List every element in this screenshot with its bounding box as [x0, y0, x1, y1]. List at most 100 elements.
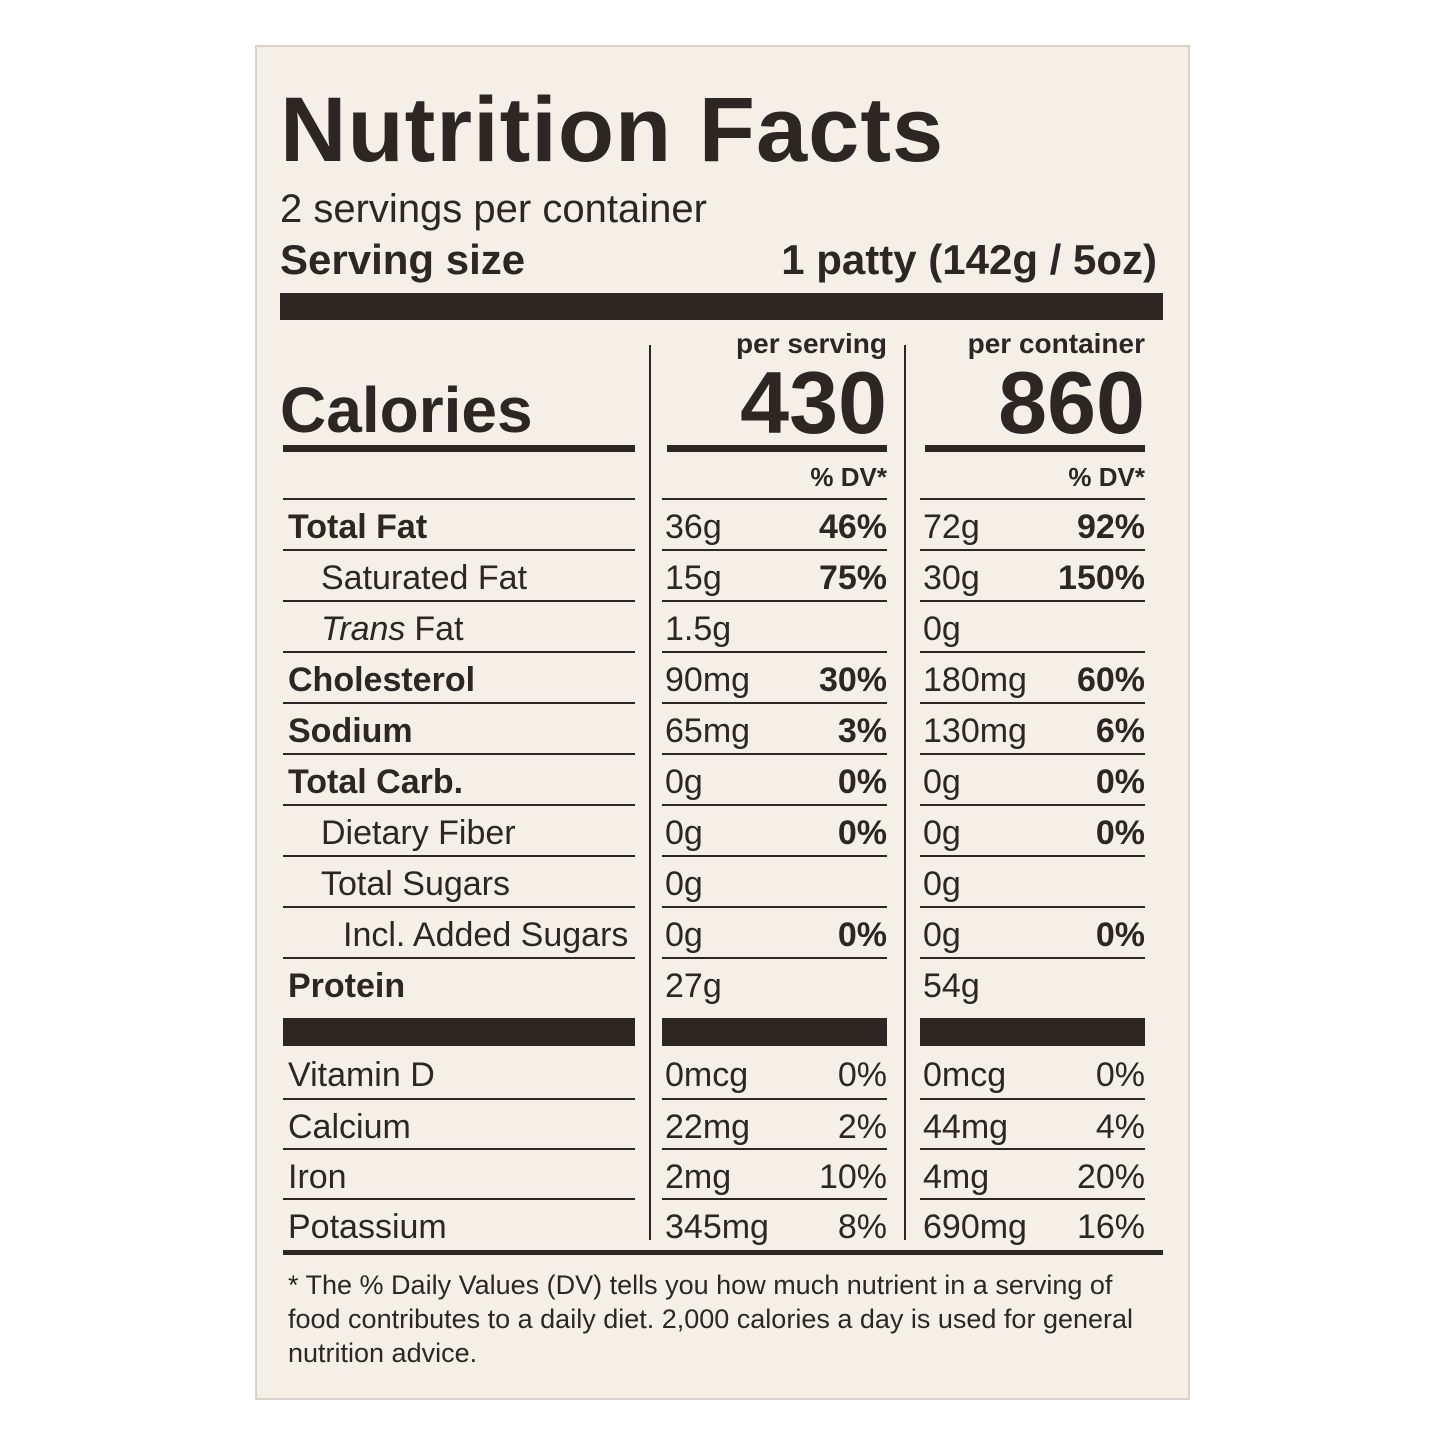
nutrient-name-text: Total Sugars: [321, 865, 510, 903]
footnote: * The % Daily Values (DV) tells you how …: [288, 1270, 1134, 1368]
value-cell: 0g 0%: [662, 906, 887, 956]
value-cell: 0g 0%: [662, 753, 887, 803]
column-header: per serving: [736, 328, 887, 359]
nutrient-name: Cholesterol: [288, 655, 475, 705]
value-cell: 0mcg 0%: [920, 1048, 1145, 1098]
value-cell: 130mg 6%: [920, 702, 1145, 752]
row-name-cell: Total Fat: [283, 498, 635, 548]
rule: [283, 445, 635, 452]
nutrient-name: Total Sugars: [321, 859, 510, 909]
rule: [667, 445, 887, 452]
row-name-cell: Calcium: [283, 1098, 635, 1148]
value-cell: 4mg 20%: [920, 1148, 1145, 1198]
row-name-cell: Incl. Added Sugars: [283, 906, 635, 956]
value-cell: 0g 0%: [920, 753, 1145, 803]
row-name-cell: Cholesterol: [283, 651, 635, 701]
nutrient-name: Calcium: [288, 1102, 411, 1152]
amount: 0g: [923, 814, 961, 852]
amount: 1.5g: [665, 610, 732, 648]
nutrient-name: Vitamin D: [288, 1050, 435, 1100]
amount: 130mg: [923, 712, 1027, 750]
value-cell: 65mg 3%: [662, 702, 887, 752]
daily-value: 0%: [837, 1056, 887, 1094]
value-cell: 44mg 4%: [920, 1098, 1145, 1148]
nutrient-name-text: Dietary Fiber: [321, 814, 516, 852]
nutrient-name-text: Sodium: [288, 712, 413, 750]
thick-rule: [280, 293, 1163, 320]
value-cell: 0g: [920, 600, 1145, 650]
amount: 0g: [665, 916, 703, 954]
amount: 180mg: [923, 661, 1027, 699]
daily-value: 0%: [1095, 916, 1145, 954]
daily-value: 0%: [837, 916, 887, 954]
nutrient-name-text: Incl. Added Sugars: [343, 916, 629, 954]
nutrient-name: Total Fat: [288, 502, 427, 552]
value-cell: 0g 0%: [662, 804, 887, 854]
calories-label: Calories: [280, 374, 533, 446]
amount: 90mg: [665, 661, 751, 699]
servings: 2 servings per container: [280, 187, 707, 231]
daily-value: 10%: [818, 1158, 887, 1196]
daily-value: 0%: [1095, 1056, 1145, 1094]
nutrient-name-text: Total Carb.: [288, 763, 464, 801]
value-cell: 2mg 10%: [662, 1148, 887, 1198]
title: Nutrition Facts: [280, 79, 945, 181]
column-header: per container: [967, 328, 1145, 359]
daily-value: 0%: [1095, 814, 1145, 852]
nutrient-name-text: Cholesterol: [288, 661, 476, 699]
nutrient-name: Dietary Fiber: [321, 808, 516, 858]
nutrient-name-text: Calcium: [288, 1108, 411, 1146]
amount: 36g: [665, 508, 722, 546]
daily-value: 92%: [1076, 508, 1145, 546]
daily-value: 16%: [1076, 1208, 1145, 1246]
amount: 72g: [923, 508, 980, 546]
nutrient-name-text: Vitamin D: [288, 1056, 435, 1094]
nutrient-name-text: Fat: [414, 610, 464, 648]
value-cell: 0mcg 0%: [662, 1048, 887, 1098]
nutrition-label: [255, 45, 1190, 1400]
nutrient-name: Protein: [288, 961, 405, 1011]
daily-value: 3%: [837, 712, 887, 750]
amount: 30g: [923, 559, 980, 597]
nutrient-name: Incl. Added Sugars: [343, 910, 628, 960]
nutrient-name: Potassium: [288, 1202, 447, 1252]
daily-value: 0%: [837, 814, 887, 852]
value-cell: 345mg 8%: [662, 1198, 887, 1248]
daily-value: 8%: [837, 1208, 887, 1246]
value-cell: 22mg 2%: [662, 1098, 887, 1148]
amount: 0g: [923, 916, 961, 954]
calories-value: 430: [740, 353, 887, 452]
nutrient-name: Trans Fat: [321, 604, 464, 654]
row-name-cell: Saturated Fat: [283, 549, 635, 599]
amount: 0g: [665, 814, 703, 852]
nutrient-name: Total Carb.: [288, 757, 463, 807]
nutrient-name-italic: Trans: [321, 610, 406, 648]
daily-value: 4%: [1095, 1108, 1145, 1146]
divider: [649, 345, 651, 1240]
amount: 0mcg: [665, 1056, 749, 1094]
row-name-cell: Sodium: [283, 702, 635, 752]
daily-value: 20%: [1076, 1158, 1145, 1196]
amount: 0g: [665, 763, 703, 801]
nutrient-name-text: Potassium: [288, 1208, 447, 1246]
amount: 15g: [665, 559, 722, 597]
nutrient-name-text: Saturated Fat: [321, 559, 528, 597]
nutrient-name: Sodium: [288, 706, 413, 756]
row-name-cell: Dietary Fiber: [283, 804, 635, 854]
nutrient-name-text: Iron: [288, 1158, 347, 1196]
amount: 54g: [923, 967, 980, 1005]
value-cell: 690mg 16%: [920, 1198, 1145, 1248]
row-name-cell: Trans Fat: [283, 600, 635, 650]
nutrient-name-text: Protein: [288, 967, 406, 1005]
rule: [283, 1250, 1163, 1255]
rule: [925, 445, 1145, 452]
row-name-cell: Total Sugars: [283, 855, 635, 905]
daily-value: 46%: [818, 508, 887, 546]
amount: 0g: [923, 763, 961, 801]
value-cell: 72g 92%: [920, 498, 1145, 548]
amount: 4mg: [923, 1158, 990, 1196]
value-cell: 15g 75%: [662, 549, 887, 599]
daily-value: 0%: [837, 763, 887, 801]
amount: 0g: [665, 865, 703, 903]
